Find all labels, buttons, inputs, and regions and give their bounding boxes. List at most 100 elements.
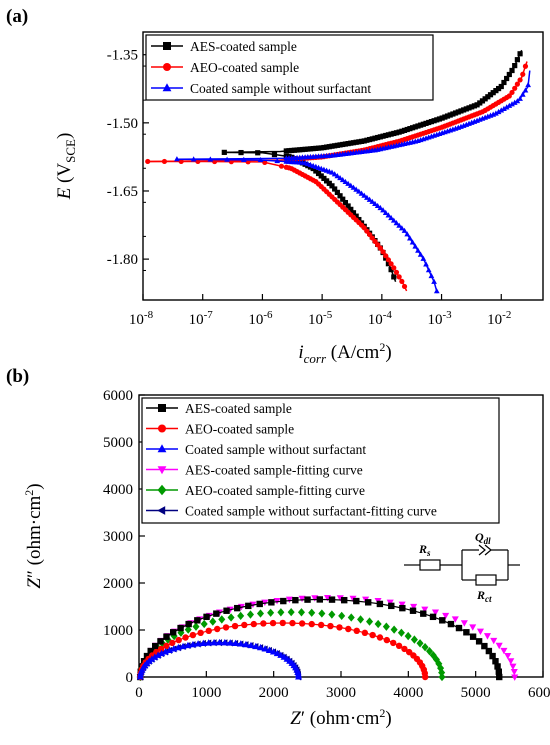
chart-a-series-3-point (355, 188, 362, 194)
chart-a-x-ticks: 10-8 10-7 10-6 10-5 10-4 10-3 10-2 (129, 294, 511, 328)
chart-b-series-3-point (189, 640, 197, 648)
chart-a-series-3-point (361, 192, 368, 198)
chart-b-series-2-point (189, 631, 197, 639)
chart-b-series-1-point (409, 607, 417, 614)
chart-b-series-4-point (490, 637, 498, 645)
chart-b-y-label-sup: 2 (22, 490, 36, 496)
circuit-cpe-element (478, 544, 492, 556)
chart-a-legend-label: Coated sample without surfactant (190, 81, 371, 96)
chart-a-series-1-point (271, 151, 278, 158)
chart-b-series-1-point (475, 638, 483, 645)
chart-a-series-3-point (404, 231, 411, 237)
chart-b-series-1-point (152, 642, 159, 650)
chart-b-series-1-point (365, 599, 372, 606)
chart-b-series-1-point (280, 597, 287, 605)
chart-b-series-3-point (151, 653, 159, 660)
chart-a-series-3-point (522, 87, 529, 93)
chart-a-series-1-point (512, 62, 518, 69)
chart-a-legend-marker (163, 42, 171, 50)
chart-b-series-1-point (245, 602, 252, 610)
chart-a-series-2-point (262, 159, 268, 166)
chart-b-x-label-prime: ′ (301, 708, 305, 729)
chart-b-y-label-end: ) (24, 483, 45, 489)
chart-a-series-2-point (380, 249, 386, 255)
chart-b-series-3-point (237, 640, 245, 647)
chart-b-series-3-point (232, 639, 240, 646)
chart-a-x-tick-label: 10-5 (308, 309, 333, 328)
chart-b-x-tick-label: 5000 (461, 685, 491, 701)
chart-b-series-5-point (246, 610, 255, 619)
circuit-rs-resistor (419, 559, 441, 571)
chart-b-series-2-point (163, 642, 170, 650)
chart-b-series-4-point (504, 653, 512, 660)
chart-a-series-3-point (347, 182, 354, 188)
chart-a-series-2-point (391, 265, 397, 271)
chart-b-series-2-point (169, 639, 176, 647)
chart-a-series-2-point (506, 93, 512, 99)
chart-a-series-3-point (257, 156, 264, 163)
chart-b-series-4-point (469, 624, 477, 631)
chart-b-series-5-point (421, 643, 429, 652)
chart-b-x-tick-label: 2000 (259, 685, 289, 701)
chart-a-series-3-point (393, 220, 400, 226)
chart-a-legend: AES-coated sample AEO-coated sample Coated… (145, 34, 434, 101)
chart-b-series-5-point (209, 617, 217, 626)
chart-a-series-3-point (428, 272, 435, 279)
chart-a-series-1-point (238, 149, 244, 156)
chart-a-series-3-point (190, 156, 197, 162)
chart-a-series-2-point (377, 245, 383, 251)
chart-b-series-2-point (214, 625, 221, 633)
chart-b-legend-marker (157, 506, 166, 515)
chart-a-series-3-point (380, 207, 386, 213)
chart-b-series-1-point (489, 652, 496, 660)
chart-b-series-2-point (308, 620, 315, 628)
chart-b-series-3-point (210, 638, 218, 646)
chart-b-series-5-point (227, 613, 235, 622)
chart-b-y-tick-label: 3000 (103, 529, 133, 545)
chart-b-series-2-point (182, 634, 189, 641)
chart-a-y-tick-label: -1.80 (107, 252, 138, 268)
chart-b-x-axis-label: Z′ (ohm·cm2) (290, 706, 391, 729)
chart-a-series-3-point (374, 202, 381, 209)
chart-b-series-2-point (345, 625, 352, 633)
chart-a-series-3-point (388, 214, 394, 221)
chart-b-series-3-point (205, 639, 213, 646)
chart-a-series-3-point (364, 194, 370, 200)
chart-b-series-3-point (154, 651, 162, 658)
chart-a-series-2-point (178, 158, 184, 165)
chart-b-x-label-symbol: Z (290, 708, 301, 729)
chart-b-series-3-point (257, 643, 265, 651)
chart-a-series-2-point (401, 283, 408, 290)
chart-a-series-3-point (390, 217, 397, 223)
chart-b-series-1-point (177, 624, 184, 632)
chart-b-series-2-point (197, 629, 204, 637)
chart-b-series-1-point (494, 663, 501, 670)
chart-b-series-3-point (252, 642, 260, 650)
chart-a-x-tick-label: 10-8 (129, 309, 154, 328)
chart-a-x-tick-label: 10-6 (248, 309, 273, 328)
chart-b-series-1-point (185, 620, 192, 628)
chart-a-series-1-point (221, 149, 227, 155)
circuit-qdl-sub: dl (484, 536, 492, 546)
chart-b-legend-marker (157, 466, 167, 475)
chart-a-series-3-point (385, 212, 392, 218)
chart-b-series-4-point (285, 596, 293, 604)
circuit-rct-resistor (475, 574, 497, 586)
chart-a-series-1-point (517, 51, 523, 57)
chart-b-legend: AES-coated sample AEO-coated sample Coated… (141, 397, 500, 524)
chart-b-series-3-point (199, 639, 207, 646)
chart-b-series-2-point (369, 631, 376, 639)
chart-b-x-label-sup: 2 (379, 706, 385, 720)
chart-b-series-3-point (226, 639, 234, 646)
chart-b-x-tick-label: 3000 (326, 685, 356, 701)
chart-b-series-2-point (421, 673, 429, 681)
chart-b-y-tick-label: 4000 (103, 482, 133, 498)
chart-a-series-3-point (503, 104, 510, 110)
chart-a-series-2-point (396, 274, 402, 280)
chart-b-series-4-point (410, 603, 418, 611)
equivalent-circuit: Rs Qdl Rct (404, 530, 520, 604)
chart-b-series-5-point (410, 635, 418, 644)
chart-b-series-2-point (222, 624, 230, 631)
chart-b-series-1-point (316, 596, 323, 603)
